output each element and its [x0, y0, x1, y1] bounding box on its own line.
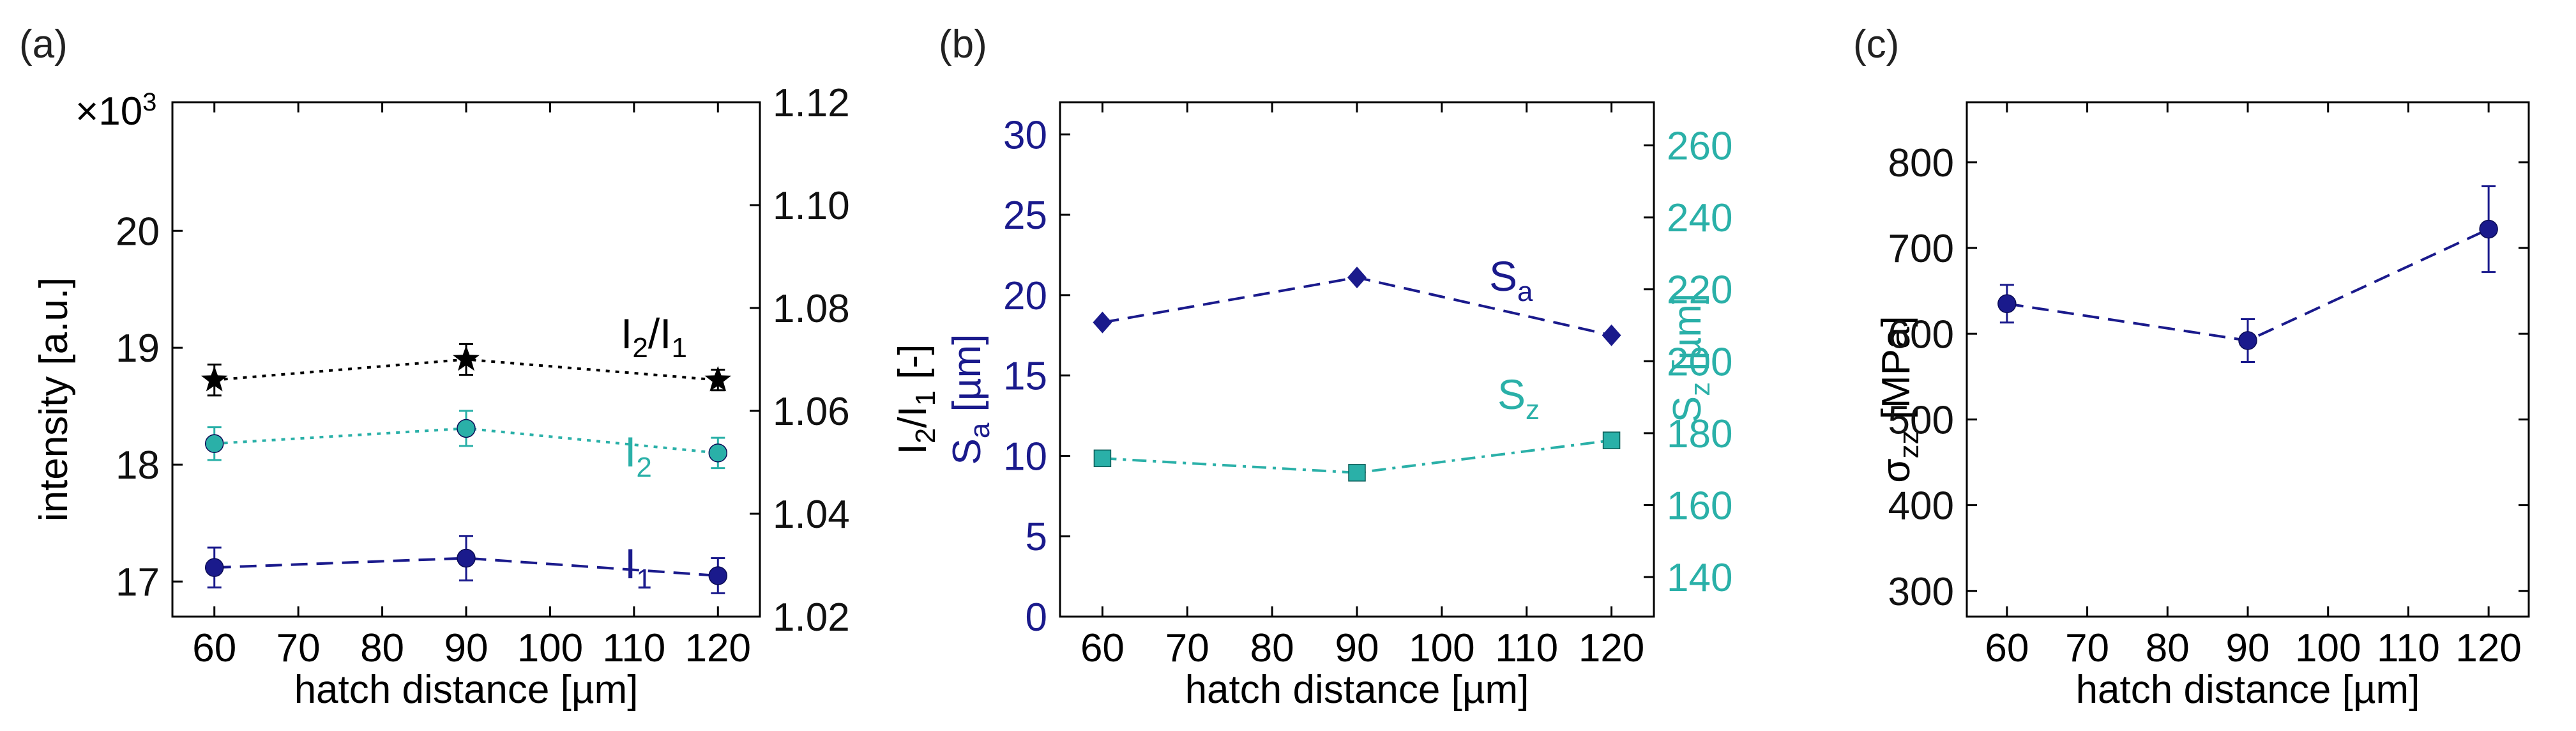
- x-tick-label: 90: [2226, 626, 2270, 670]
- panel-a-series-label-i1: I1: [625, 540, 652, 595]
- x-tick-label: 60: [1985, 626, 2029, 670]
- y-left-tick-label: 20: [1003, 274, 1047, 318]
- data-point: [704, 366, 732, 392]
- x-axis-label: hatch distance [µm]: [1185, 668, 1529, 712]
- y-left-tick-label: 300: [1888, 570, 1954, 614]
- y-right-tick-label: 260: [1667, 125, 1732, 169]
- panel-a-series-label-i2-i1: I2/I1: [621, 310, 687, 364]
- panel-a-multiplier: ×103: [75, 88, 156, 134]
- x-tick-label: 60: [1080, 626, 1125, 670]
- y-left-tick-label: 19: [116, 327, 160, 371]
- x-tick-label: 60: [192, 626, 236, 670]
- data-point: [457, 548, 476, 568]
- data-point: [204, 558, 224, 577]
- x-tick-label: 110: [602, 626, 665, 670]
- y-right-tick-label: 220: [1667, 268, 1732, 312]
- x-tick-label: 100: [1409, 626, 1474, 670]
- y-right-tick-label: 1.04: [773, 493, 850, 537]
- panel-a-right-axis-label: I2/I1 [-]: [891, 344, 941, 455]
- panel-a: (a) ×103 intensity [a.u.] I2/I1 [-] I2/I…: [19, 22, 941, 712]
- y-right-tick-label: 1.12: [773, 81, 850, 125]
- panel-b-right-axis-label: Sz [µm]: [1665, 293, 1716, 422]
- y-left-tick-label: 18: [116, 443, 160, 488]
- x-tick-label: 120: [1579, 626, 1644, 670]
- y-right-tick-label: 1.10: [773, 184, 850, 228]
- y-right-tick-label: 1.08: [773, 287, 850, 331]
- y-right-tick-label: 1.06: [773, 390, 850, 434]
- x-tick-label: 70: [277, 626, 321, 670]
- data-point: [2479, 219, 2498, 239]
- panel-a-label: (a): [19, 22, 68, 66]
- y-right-tick-label: 240: [1667, 196, 1732, 240]
- x-tick-label: 80: [1250, 626, 1294, 670]
- x-axis-label: hatch distance [µm]: [294, 668, 639, 712]
- panel-b-series-label-sa: Sa: [1489, 252, 1533, 307]
- y-left-tick-label: 500: [1888, 398, 1954, 442]
- y-left-tick-label: 25: [1003, 194, 1047, 238]
- data-point: [453, 345, 480, 371]
- y-left-tick-label: 17: [116, 560, 160, 604]
- panel-c: (c) σzz [MPa] 60 70 80 90 100 110 120 hatch dis…: [1853, 22, 2530, 712]
- y-left-tick-label: 10: [1003, 435, 1047, 479]
- plot-frame: [1059, 101, 1655, 618]
- x-tick-label: 120: [2455, 626, 2521, 670]
- panel-b-left-axis-label: Sa [µm]: [945, 334, 996, 465]
- y-left-tick-label: 800: [1888, 141, 1954, 185]
- y-left-tick-label: 30: [1003, 113, 1047, 157]
- y-left-tick-label: 0: [1026, 596, 1047, 640]
- x-tick-label: 70: [2065, 626, 2109, 670]
- data-point: [1602, 324, 1621, 346]
- panel-a-series-label-i2: I2: [625, 428, 652, 483]
- data-point: [1093, 449, 1112, 468]
- panel-b-label: (b): [939, 22, 987, 66]
- y-left-tick-label: 600: [1888, 312, 1954, 357]
- x-tick-label: 90: [1335, 626, 1379, 670]
- panel-c-left-axis-label: σzz [MPa]: [1874, 316, 1925, 482]
- y-left-tick-label: 400: [1888, 484, 1954, 528]
- y-right-tick-label: 160: [1667, 484, 1732, 528]
- panel-c-label: (c): [1853, 22, 1899, 66]
- panel-b: (b) Sa [µm] Sz [µm] Sa Sz 60 70 80 90 100 110…: [939, 22, 1732, 712]
- panel-a-left-axis-label: intensity [a.u.]: [32, 277, 76, 522]
- x-axis-label: hatch distance [µm]: [2076, 668, 2420, 712]
- data-point: [457, 419, 476, 438]
- x-tick-label: 100: [2295, 626, 2361, 670]
- data-point: [708, 566, 728, 585]
- y-left-tick-label: 15: [1003, 355, 1047, 399]
- y-left-tick-label: 20: [116, 210, 160, 254]
- data-point: [201, 366, 228, 392]
- x-tick-label: 80: [360, 626, 404, 670]
- data-point: [1347, 266, 1367, 289]
- y-left-tick-label: 700: [1888, 227, 1954, 271]
- y-right-tick-label: 140: [1667, 556, 1732, 600]
- x-tick-label: 120: [685, 626, 751, 670]
- y-right-tick-label: 180: [1667, 412, 1732, 456]
- x-tick-label: 110: [2377, 626, 2440, 670]
- data-point: [1093, 311, 1112, 334]
- data-point: [2238, 331, 2257, 350]
- y-right-tick-label: 1.02: [773, 596, 850, 640]
- series-line-Sz: [1102, 439, 1612, 474]
- data-point: [1348, 464, 1366, 482]
- data-point: [204, 434, 224, 453]
- y-left-tick-label: 5: [1026, 515, 1047, 559]
- y-right-tick-label: 200: [1667, 340, 1732, 384]
- x-tick-label: 80: [2146, 626, 2190, 670]
- x-tick-label: 110: [1495, 626, 1558, 670]
- data-point: [1997, 294, 2017, 314]
- x-tick-label: 100: [517, 626, 583, 670]
- data-point: [708, 443, 728, 463]
- panel-b-series-label-sz: Sz: [1497, 371, 1540, 426]
- x-tick-label: 70: [1165, 626, 1209, 670]
- data-point: [1602, 431, 1621, 449]
- x-tick-label: 90: [444, 626, 489, 670]
- series-line-I1: [214, 557, 718, 577]
